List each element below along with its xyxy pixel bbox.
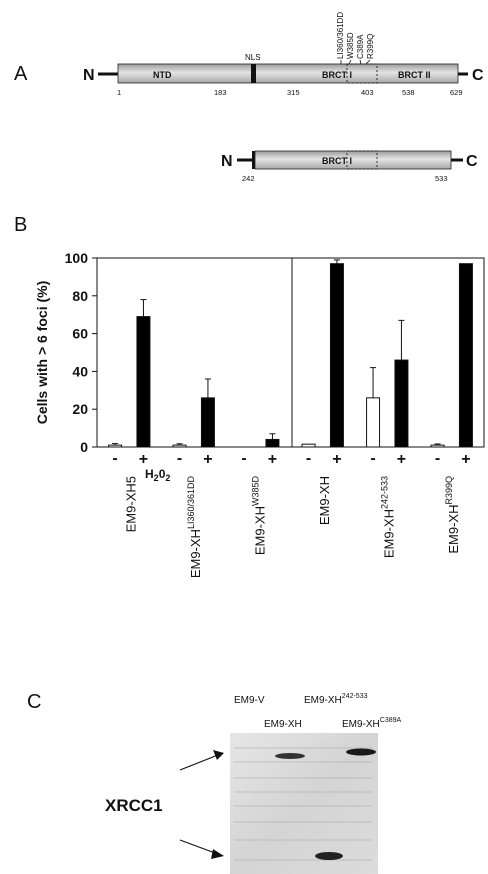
- position-label: 1: [117, 88, 121, 97]
- y-tick-label: 40: [72, 363, 88, 379]
- brct2-label: BRCT II: [398, 70, 431, 80]
- bar-plus: [265, 438, 280, 448]
- panel-label-b: B: [14, 214, 27, 236]
- position-label: 315: [287, 88, 300, 97]
- treatment-minus-label: -: [241, 450, 246, 467]
- treatment-minus-label: -: [306, 450, 311, 467]
- treatment-minus-label: -: [112, 450, 117, 467]
- arrowhead-truncated: [211, 849, 224, 859]
- truncated-construct: N C BRCT I 242 533: [221, 150, 478, 183]
- truncated-xrcc1-band: [315, 852, 343, 860]
- n-terminus-label: N: [83, 67, 95, 84]
- treatment-minus-label: -: [177, 450, 182, 467]
- cell-line-label: EM9-XH5: [124, 476, 139, 532]
- treatment-plus-label: +: [139, 451, 148, 468]
- n-terminus-label: N: [221, 153, 233, 170]
- full-length-construct: N C NTD NLS BRCT I BRCT II 1 183 315 403…: [83, 12, 484, 97]
- lane-label: EM9-XHC389A: [342, 717, 402, 730]
- bar-plus: [200, 397, 215, 448]
- treatment-minus-label: -: [435, 450, 440, 467]
- nls-label: NLS: [245, 53, 261, 62]
- treatment-plus-label: +: [203, 451, 212, 468]
- bar-minus: [172, 444, 187, 448]
- bar-minus: [430, 444, 445, 448]
- y-tick-label: 60: [72, 326, 88, 342]
- treatment-plus-label: +: [268, 451, 277, 468]
- y-tick-label: 100: [65, 250, 89, 266]
- plot-frame: [96, 257, 485, 448]
- treatment-plus-label: +: [461, 451, 470, 468]
- mutation-label: LI360/361DD: [336, 12, 345, 59]
- cell-line-label: EM9-XH: [317, 476, 332, 525]
- position-label: 183: [214, 88, 227, 97]
- position-label: 242: [242, 174, 255, 183]
- panel-label-c: C: [27, 691, 41, 713]
- xrcc1-label: XRCC1: [105, 796, 163, 815]
- mutation-pointers: [340, 59, 371, 65]
- position-label: 533: [435, 174, 448, 183]
- mutation-label: R399Q: [366, 34, 375, 59]
- c-terminus-label: C: [466, 153, 478, 170]
- brct1-label: BRCT I: [322, 70, 352, 80]
- protein-bar: [254, 150, 452, 170]
- bar-minus: [301, 443, 316, 448]
- arrowhead-full-length: [213, 750, 224, 760]
- y-axis-label: Cells with > 6 foci (%): [34, 281, 50, 425]
- y-tick-label: 20: [72, 401, 88, 417]
- lane-label: EM9-V: [234, 695, 265, 706]
- bar-plus: [136, 316, 151, 448]
- brct1-label: BRCT I: [322, 156, 352, 166]
- treatment-label: H202: [145, 467, 170, 483]
- cell-line-label: EM9-XHR399Q: [444, 476, 461, 554]
- bar-plus: [394, 359, 409, 448]
- mutation-label: W385D: [346, 32, 355, 59]
- background-bands: [234, 747, 372, 861]
- lane-label: EM9-XH242-533: [304, 693, 368, 706]
- xrcc1-band: [275, 753, 305, 759]
- y-tick-label: 0: [80, 439, 88, 455]
- cell-line-label: EM9-XHLI360/361DD: [186, 476, 203, 579]
- ntd-label: NTD: [153, 70, 172, 80]
- position-label: 403: [361, 88, 374, 97]
- bar-minus: [366, 397, 381, 448]
- bar-plus: [458, 263, 473, 448]
- treatment-plus-label: +: [332, 451, 341, 468]
- treatment-minus-label: -: [370, 450, 375, 467]
- mutation-label: C389A: [356, 34, 365, 59]
- c-terminus-label: C: [472, 67, 484, 84]
- western-blot: EM9-V EM9-XH EM9-XH242-533 EM9-XHC389A X…: [105, 693, 402, 874]
- cell-line-label: EM9-XH242-533: [380, 476, 397, 558]
- mutation-region-box: [346, 63, 378, 84]
- position-label: 629: [450, 88, 463, 97]
- panel-label-a: A: [14, 63, 28, 85]
- nls-region: [251, 64, 256, 83]
- bar-plus: [329, 263, 344, 448]
- lane-label: EM9-XH: [264, 719, 302, 730]
- treatment-plus-label: +: [397, 451, 406, 468]
- nls-region: [252, 151, 255, 169]
- cell-line-label: EM9-XHW385D: [251, 476, 268, 556]
- position-label: 538: [402, 88, 415, 97]
- y-tick-label: 80: [72, 288, 88, 304]
- bar-minus: [108, 444, 123, 448]
- xrcc1-band: [346, 748, 376, 756]
